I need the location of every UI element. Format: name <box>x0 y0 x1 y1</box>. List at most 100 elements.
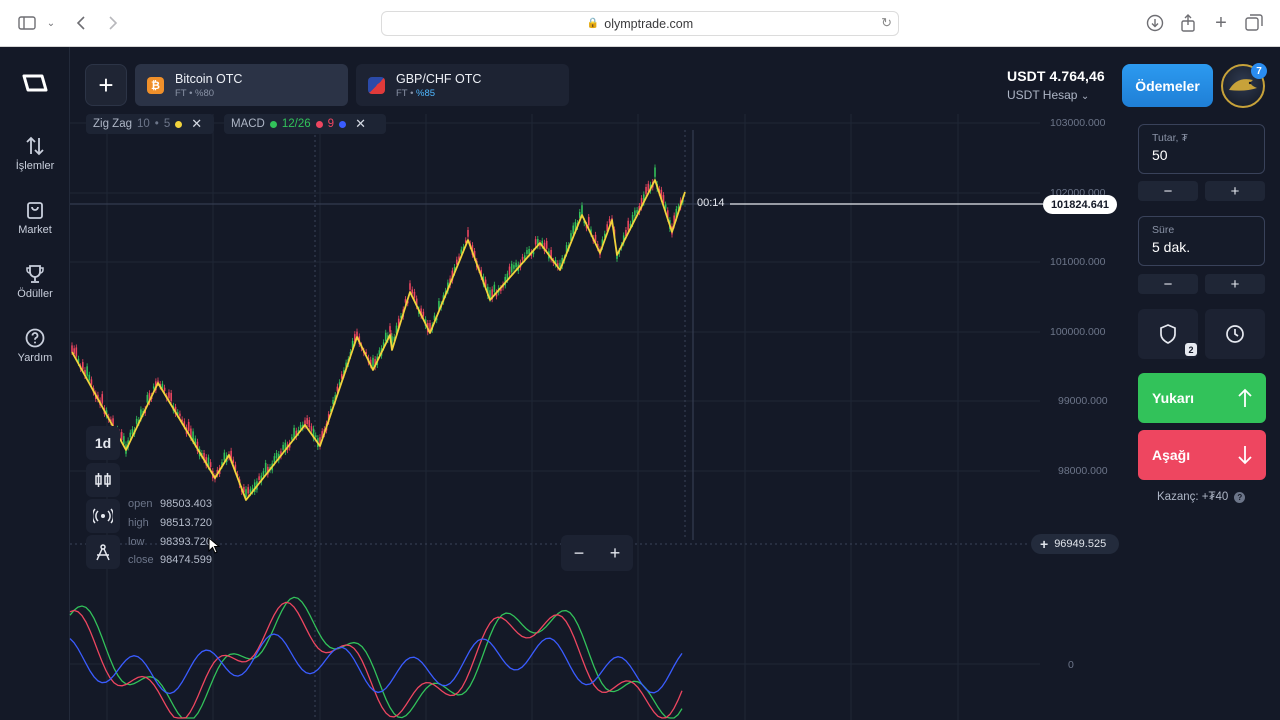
indicators-button[interactable] <box>86 499 120 533</box>
candle-body <box>314 435 317 438</box>
candle-type-button[interactable] <box>86 463 120 497</box>
close-icon[interactable]: ✕ <box>191 116 203 131</box>
candle-body <box>395 325 398 334</box>
amount-decrease-button[interactable]: − <box>1138 181 1198 201</box>
candle-body <box>384 332 387 342</box>
candle-body <box>539 243 541 247</box>
indicator-chip-zigzag[interactable]: Zig Zag 10 • 5 ✕ <box>86 114 214 134</box>
sidebar-toggle-icon[interactable] <box>16 12 38 34</box>
share-icon[interactable] <box>1177 12 1199 34</box>
account-selector[interactable]: USDT Hesap ⌄ <box>1007 88 1090 102</box>
candle-body <box>196 441 199 452</box>
color-dot <box>175 120 183 128</box>
candle-body <box>526 250 528 254</box>
candle-body <box>570 233 572 241</box>
profit-text: Kazanç: +₮40 <box>1157 491 1229 503</box>
candle-body <box>190 428 192 438</box>
candle-body <box>554 259 557 265</box>
candle-body <box>157 380 159 383</box>
reload-icon[interactable]: ↻ <box>881 15 892 30</box>
candle-body <box>223 452 226 461</box>
duration-decrease-button[interactable]: − <box>1138 274 1198 294</box>
up-button[interactable]: Yukarı <box>1138 373 1266 423</box>
plus-icon[interactable]: + <box>1040 536 1049 552</box>
candle-body <box>267 466 269 475</box>
down-button[interactable]: Aşağı <box>1138 430 1266 480</box>
lock-icon: 🔒 <box>586 18 600 29</box>
main-sidebar: İşlemler Market Ödüller Yardım <box>0 47 70 720</box>
candle-body <box>510 263 513 273</box>
candle-body <box>495 292 498 297</box>
candle-body <box>622 235 625 244</box>
download-icon[interactable] <box>1144 12 1166 34</box>
sidebar-item-market[interactable]: Market <box>0 199 70 236</box>
crosshair-price-label[interactable]: + 96949.525 <box>1031 534 1119 554</box>
sidebar-item-trades[interactable]: İşlemler <box>0 135 70 172</box>
tab-bitcoin-otc[interactable]: ₿ Bitcoin OTC FT • %80 <box>135 64 348 106</box>
new-tab-icon[interactable]: + <box>1215 11 1227 34</box>
candle-body <box>456 259 458 265</box>
zoom-out-button[interactable]: − <box>573 542 585 563</box>
bitcoin-icon: ₿ <box>147 77 164 94</box>
candle-body <box>636 210 638 214</box>
indicator-name: MACD <box>231 118 265 130</box>
amount-field[interactable]: Tutar, ₮ 50 <box>1138 124 1265 174</box>
candle-body <box>574 222 577 231</box>
candle-body <box>673 215 675 226</box>
account-balance[interactable]: USDT 4.764,46 <box>1007 68 1105 84</box>
add-asset-button[interactable]: + <box>85 64 127 106</box>
candle-body <box>97 394 99 400</box>
candle-body <box>435 318 438 321</box>
macd-zero-label: 0 <box>1068 659 1074 671</box>
candle-body <box>245 489 247 498</box>
tab-gbpchf-otc[interactable]: GBP/CHF OTC FT • %85 <box>356 64 569 106</box>
olymp-logo-icon[interactable] <box>20 73 50 93</box>
candle-body <box>534 239 537 245</box>
color-dot <box>339 120 347 128</box>
candle-body <box>491 289 493 300</box>
address-bar[interactable]: 🔒 olymptrade.com ↻ <box>381 11 899 36</box>
payments-button[interactable]: Ödemeler <box>1122 64 1213 107</box>
candle-body <box>654 167 656 177</box>
duration-increase-button[interactable]: + <box>1205 274 1265 294</box>
zoom-in-button[interactable]: + <box>609 542 621 563</box>
duration-field[interactable]: Süre 5 dak. <box>1138 216 1265 266</box>
ohlc-low: low 98393.720 <box>128 536 212 548</box>
drawing-tools-button[interactable] <box>86 535 120 569</box>
amount-label: Tutar, ₮ <box>1152 132 1188 144</box>
sidebar-item-label: İşlemler <box>15 160 55 172</box>
close-icon[interactable]: ✕ <box>355 116 366 131</box>
candle-body <box>409 283 411 290</box>
candle-body <box>356 331 358 337</box>
candle-body <box>634 210 636 216</box>
sidebar-item-rewards[interactable]: Ödüller <box>0 263 70 300</box>
chevron-down-icon[interactable]: ⌄ <box>46 17 56 29</box>
candle-body <box>579 211 581 218</box>
help-icon[interactable]: ? <box>1234 491 1246 503</box>
browser-toolbar: ⌄ 🔒 olymptrade.com ↻ + <box>0 0 1280 47</box>
candle-body <box>420 308 422 317</box>
candle-body <box>528 249 530 255</box>
indicator-chip-macd[interactable]: MACD 12/26 9 ✕ <box>224 114 386 134</box>
tab-overview-icon[interactable] <box>1243 12 1265 34</box>
candle-body <box>249 489 252 494</box>
candle-body <box>205 457 208 466</box>
forward-arrow-icon[interactable] <box>102 12 124 34</box>
candle-body <box>82 362 84 370</box>
sidebar-item-help[interactable]: Yardım <box>0 327 70 364</box>
macd-signal-line <box>69 601 683 719</box>
candle-body <box>391 336 393 347</box>
candle-body <box>146 394 149 403</box>
candle-body <box>293 427 295 438</box>
candle-body <box>247 487 249 494</box>
amount-increase-button[interactable]: + <box>1205 181 1265 201</box>
timeframe-button[interactable]: 1d <box>86 426 120 460</box>
ohlc-high: high 98513.720 <box>128 517 212 529</box>
pending-trade-button[interactable] <box>1205 309 1265 359</box>
candle-body <box>647 183 650 192</box>
shark-logo-icon <box>1229 79 1257 91</box>
candle-body <box>604 233 606 238</box>
sidebar-item-label: Market <box>18 224 52 236</box>
back-arrow-icon[interactable] <box>70 12 92 34</box>
